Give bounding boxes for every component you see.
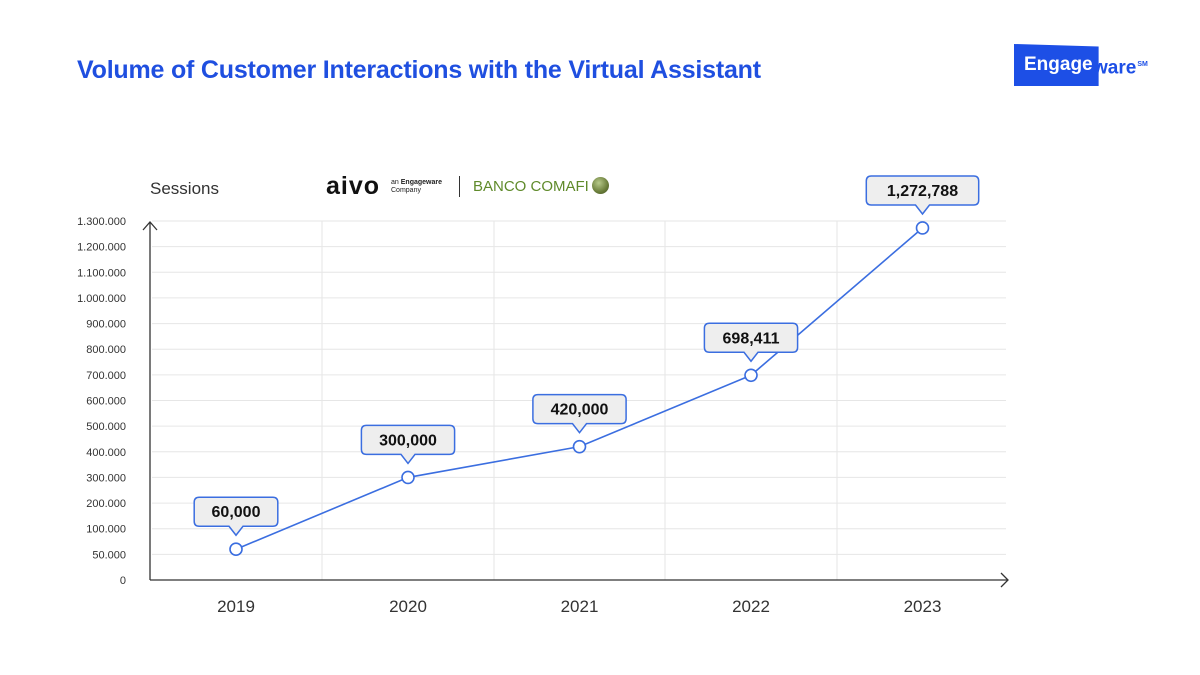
y-axis-arrow xyxy=(142,221,158,231)
data-point xyxy=(572,439,587,454)
x-axis-arrow xyxy=(1000,572,1009,588)
y-tick-label: 600.000 xyxy=(86,396,126,408)
series-line xyxy=(235,227,924,550)
banco-comafi-logo: BANCO COMAFI xyxy=(473,177,609,196)
engageware-logo-mark: Engage xyxy=(1014,44,1099,86)
aivo-logo: aivo xyxy=(326,172,381,200)
data-point xyxy=(229,542,243,557)
data-label: 698,411 xyxy=(723,330,780,347)
x-tick-label: 2019 xyxy=(217,597,255,616)
y-tick-label: 700.000 xyxy=(86,370,126,382)
y-tick-label: 1.200.000 xyxy=(77,242,126,254)
data-label: 1,272,788 xyxy=(887,183,958,200)
y-tick-label: 100.000 xyxy=(86,524,126,536)
aivo-tagline: an Engageware Company xyxy=(391,179,442,194)
y-tick-label: 1.300.000 xyxy=(77,216,126,228)
y-axis-title: Sessions xyxy=(150,179,219,198)
partner-divider xyxy=(459,176,460,197)
y-tick-label: 900.000 xyxy=(86,319,126,331)
y-tick-label: 300.000 xyxy=(86,472,126,484)
data-point xyxy=(744,368,758,383)
page-title: Volume of Customer Interactions with the… xyxy=(77,56,761,84)
engageware-logo-tail: wareSM xyxy=(1093,57,1148,79)
data-label: 300,000 xyxy=(379,432,437,449)
data-label: 60,000 xyxy=(212,504,261,521)
y-tick-label: 0 xyxy=(120,575,126,587)
x-tick-label: 2023 xyxy=(904,597,942,616)
data-label-callout xyxy=(703,322,799,363)
data-label-callout xyxy=(532,393,627,434)
y-tick-label: 400.000 xyxy=(86,447,126,459)
y-tick-label: 1.000.000 xyxy=(77,293,126,305)
x-tick-label: 2021 xyxy=(561,597,599,616)
data-label-callout xyxy=(865,175,980,216)
x-tick-label: 2022 xyxy=(732,597,770,616)
y-tick-label: 200.000 xyxy=(86,498,126,510)
y-tick-label: 800.000 xyxy=(86,344,126,356)
y-tick-label: 1.100.000 xyxy=(77,267,126,279)
data-point xyxy=(401,470,415,485)
comafi-globe-icon xyxy=(591,177,609,194)
y-tick-label: 500.000 xyxy=(86,421,126,433)
y-tick-label: 50.000 xyxy=(92,549,126,561)
data-label-callout xyxy=(360,424,456,465)
data-point xyxy=(915,221,930,235)
data-label: 420,000 xyxy=(551,402,609,419)
data-label-callout xyxy=(193,496,279,537)
x-tick-label: 2020 xyxy=(389,597,427,616)
